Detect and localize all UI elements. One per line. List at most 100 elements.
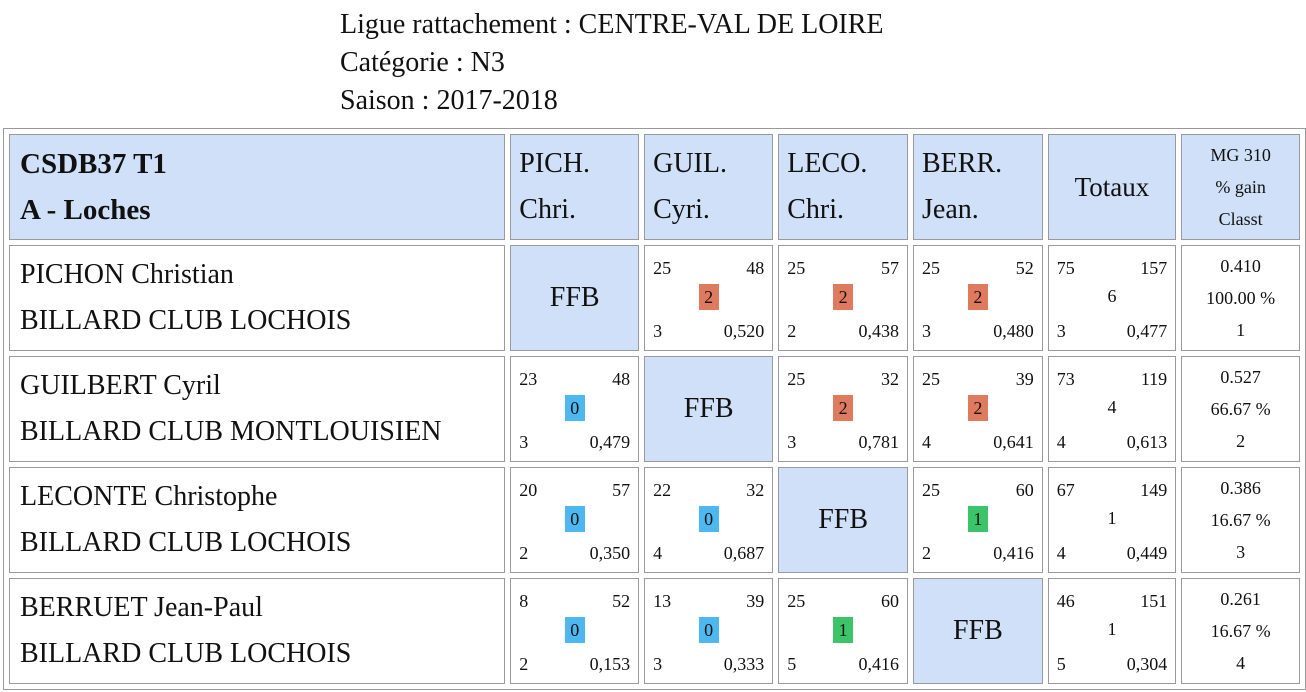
- match-innings: 60: [1015, 480, 1034, 500]
- totals-cell: 67 149 1 4 0,449: [1047, 467, 1177, 573]
- match-result-badge: 2: [967, 395, 988, 421]
- stats-cell: 0.261 16.67 % 4: [1181, 578, 1300, 684]
- match-result-badge: 0: [698, 506, 719, 532]
- total-average: 0,477: [1126, 321, 1168, 341]
- match-points: 25: [922, 480, 940, 500]
- match-high-run: 3: [653, 321, 663, 341]
- match-average: 0,416: [993, 543, 1034, 563]
- match-points: 25: [922, 258, 940, 278]
- totaux-header: Totaux: [1047, 134, 1177, 240]
- total-high-run: 5: [1056, 654, 1066, 674]
- column-header-surname: BERR.: [922, 148, 1003, 179]
- player-name: GUILBERT Cyril: [20, 370, 221, 401]
- match-average: 0,641: [993, 432, 1034, 452]
- mg-label: MG 310: [1210, 145, 1271, 165]
- total-match-points: 1: [1107, 508, 1117, 528]
- player-name: BERRUET Jean-Paul: [20, 592, 263, 623]
- totals-cell: 46 151 1 5 0,304: [1047, 578, 1177, 684]
- player-name: LECONTE Christophe: [20, 481, 278, 512]
- mg-value: 0.386: [1220, 478, 1261, 498]
- match-average: 0,438: [858, 321, 900, 341]
- total-points: 75: [1056, 258, 1075, 278]
- match-cell: 25 60 1 5 0,416: [778, 578, 908, 684]
- totals-cell: 73 119 4 4 0,613: [1047, 356, 1177, 462]
- total-average: 0,613: [1126, 432, 1168, 452]
- match-points: 25: [787, 591, 806, 611]
- match-points: 20: [519, 480, 538, 500]
- match-average: 0,480: [993, 321, 1034, 341]
- match-innings: 32: [881, 369, 899, 389]
- column-header-firstname: Cyri.: [653, 194, 710, 225]
- total-high-run: 3: [1056, 321, 1066, 341]
- gain-label: % gain: [1215, 177, 1266, 197]
- ffb-cell: FFB: [510, 245, 640, 351]
- column-header-surname: LECO.: [787, 148, 868, 179]
- match-points: 25: [787, 258, 806, 278]
- match-innings: 48: [746, 258, 765, 278]
- total-points: 67: [1056, 480, 1075, 500]
- column-header-firstname: Jean.: [922, 194, 979, 225]
- player-name: PICHON Christian: [20, 259, 234, 290]
- match-result-badge: 0: [564, 395, 585, 421]
- classt-label: Classt: [1218, 209, 1263, 229]
- categorie-line: Catégorie : N3: [340, 47, 505, 78]
- column-header-pich: PICH. Chri.: [510, 134, 640, 240]
- team-group: A - Loches: [20, 194, 151, 226]
- match-average: 0,333: [723, 654, 765, 674]
- match-points: 25: [922, 369, 940, 389]
- stats-cell: 0.527 66.67 % 2: [1181, 356, 1300, 462]
- match-high-run: 3: [922, 321, 931, 341]
- match-cell: 13 39 0 3 0,333: [644, 578, 774, 684]
- gain-value: 100.00 %: [1206, 288, 1276, 308]
- match-result-badge: 0: [698, 617, 719, 643]
- gain-value: 16.67 %: [1210, 510, 1271, 530]
- player-row: LECONTE Christophe BILLARD CLUB LOCHOIS 20…: [9, 467, 1300, 573]
- column-header-guil: GUIL. Cyri.: [644, 134, 774, 240]
- column-header-surname: PICH.: [519, 148, 591, 179]
- results-table: CSDB37 T1 A - Loches PICH. Chri. GUIL. C…: [3, 128, 1306, 690]
- column-header-surname: GUIL.: [653, 148, 727, 179]
- team-header: CSDB37 T1 A - Loches: [9, 134, 506, 240]
- player-club: BILLARD CLUB LOCHOIS: [20, 527, 352, 558]
- column-header-firstname: Chri.: [787, 194, 845, 225]
- match-points: 8: [519, 591, 529, 611]
- stats-header: MG 310 % gain Classt: [1181, 134, 1300, 240]
- match-points: 13: [653, 591, 672, 611]
- total-points: 73: [1056, 369, 1075, 389]
- match-cell: 25 57 2 2 0,438: [778, 245, 908, 351]
- ffb-cell: FFB: [778, 467, 908, 573]
- match-innings: 57: [881, 258, 899, 278]
- ffb-cell: FFB: [913, 578, 1043, 684]
- classt-value: 1: [1236, 320, 1246, 340]
- match-cell: 25 48 2 3 0,520: [644, 245, 774, 351]
- player-club: BILLARD CLUB LOCHOIS: [20, 638, 352, 669]
- column-header-berr: BERR. Jean.: [913, 134, 1043, 240]
- player-cell: LECONTE Christophe BILLARD CLUB LOCHOIS: [9, 467, 506, 573]
- match-high-run: 4: [653, 543, 663, 563]
- total-innings: 157: [1140, 258, 1168, 278]
- match-cell: 25 52 2 3 0,480: [913, 245, 1043, 351]
- player-club: BILLARD CLUB LOCHOIS: [20, 305, 352, 336]
- match-high-run: 2: [519, 543, 529, 563]
- match-result-badge: 1: [833, 617, 854, 643]
- match-result-badge: 2: [967, 284, 988, 310]
- column-header-firstname: Chri.: [519, 194, 577, 225]
- match-result-badge: 1: [967, 506, 988, 532]
- match-result-badge: 0: [564, 506, 585, 532]
- header-row: CSDB37 T1 A - Loches PICH. Chri. GUIL. C…: [9, 134, 1300, 240]
- match-average: 0,781: [858, 432, 900, 452]
- team-name: CSDB37 T1: [20, 148, 167, 180]
- ligue-line: Ligue rattachement : CENTRE-VAL DE LOIRE: [340, 9, 884, 40]
- total-points: 46: [1056, 591, 1075, 611]
- total-average: 0,449: [1126, 543, 1168, 563]
- match-average: 0,687: [723, 543, 765, 563]
- match-high-run: 3: [653, 654, 663, 674]
- stats-cell: 0.410 100.00 % 1: [1181, 245, 1300, 351]
- total-innings: 149: [1140, 480, 1168, 500]
- match-average: 0,153: [589, 654, 631, 674]
- match-innings: 32: [746, 480, 765, 500]
- match-innings: 57: [612, 480, 631, 500]
- classt-value: 3: [1236, 542, 1246, 562]
- total-innings: 151: [1140, 591, 1168, 611]
- match-high-run: 2: [922, 543, 931, 563]
